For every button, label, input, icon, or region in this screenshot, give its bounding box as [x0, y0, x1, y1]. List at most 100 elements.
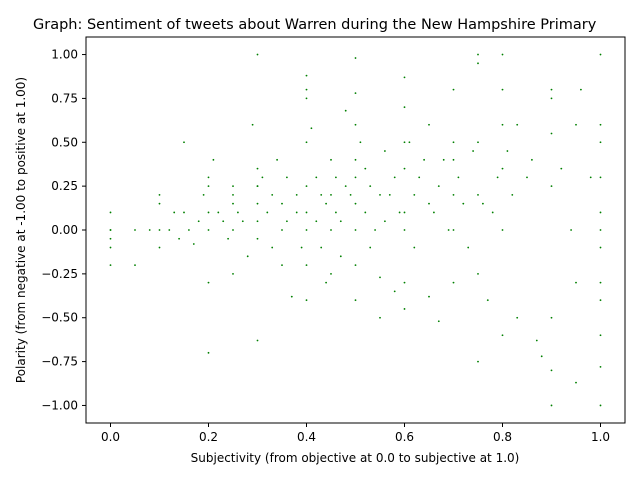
x-tick-label: 0.2: [199, 430, 218, 444]
scatter-point: [384, 150, 386, 152]
scatter-point: [256, 220, 259, 223]
scatter-point: [232, 194, 234, 196]
scatter-point: [403, 106, 406, 109]
scatter-point: [158, 246, 161, 249]
y-axis-label: Polarity (from negative at -1.00 to posi…: [14, 77, 28, 383]
scatter-point: [286, 176, 288, 179]
scatter-point: [599, 365, 602, 368]
scatter-point: [599, 281, 602, 284]
scatter-point: [423, 158, 425, 161]
scatter-point: [403, 308, 406, 310]
scatter-point: [330, 194, 332, 196]
scatter-point: [305, 299, 308, 302]
scatter-point: [599, 246, 602, 249]
scatter-point: [281, 202, 283, 205]
scatter-point: [599, 404, 602, 407]
scatter-point: [364, 167, 367, 170]
scatter-point: [599, 334, 602, 337]
scatter-point: [472, 150, 474, 152]
scatter-point: [560, 167, 563, 170]
scatter-point: [330, 158, 332, 161]
scatter-point: [589, 176, 592, 179]
scatter-point: [109, 264, 112, 266]
scatter-point: [442, 158, 445, 161]
scatter-point: [335, 176, 337, 179]
scatter-point: [482, 202, 484, 205]
scatter-point: [305, 141, 308, 144]
scatter-point: [207, 211, 210, 214]
scatter-point: [158, 229, 161, 231]
scatter-point: [550, 88, 553, 91]
scatter-point: [305, 229, 308, 231]
x-axis-ticks: 0.0 0.2 0.4 0.6 0.8 1.0: [101, 423, 610, 444]
y-tick-label: −0.75: [41, 355, 78, 369]
scatter-point: [477, 53, 479, 56]
y-axis-ticks: −1.00 −0.75 −0.50 −0.25 0.00 0.25 0.50 0.75 1.00: [41, 48, 86, 412]
scatter-point: [212, 158, 215, 161]
scatter-point: [158, 194, 161, 196]
y-tick-label: 0.50: [51, 135, 78, 149]
scatter-point: [320, 246, 323, 249]
scatter-point: [511, 194, 514, 196]
scatter-point: [109, 237, 112, 240]
scatter-point: [354, 176, 357, 179]
scatter-point: [202, 194, 205, 196]
scatter-point: [183, 141, 185, 144]
scatter-point: [428, 123, 430, 126]
scatter-point: [339, 255, 342, 258]
scatter-point: [550, 316, 553, 319]
scatter-point: [246, 255, 249, 258]
scatter-point: [354, 229, 357, 231]
scatter-point: [290, 295, 293, 298]
scatter-point: [599, 123, 602, 126]
scatter-point: [599, 229, 602, 231]
scatter-point: [281, 264, 283, 266]
scatter-point: [197, 220, 200, 223]
scatter-point: [330, 272, 332, 275]
scatter-point: [183, 211, 185, 214]
chart-title: Graph: Sentiment of tweets about Warren …: [33, 17, 597, 33]
x-tick-label: 1.0: [591, 430, 610, 444]
scatter-point: [271, 246, 274, 249]
scatter-point: [477, 272, 479, 275]
scatter-point: [305, 74, 308, 77]
scatter-point: [599, 141, 602, 144]
scatter-point: [354, 158, 357, 161]
scatter-point: [550, 132, 553, 135]
scatter-point: [467, 246, 470, 249]
scatter-point: [295, 211, 298, 214]
scatter-point: [452, 194, 455, 196]
scatter-point: [354, 299, 357, 302]
scatter-point: [276, 158, 278, 161]
scatter-point: [300, 246, 303, 249]
scatter-point: [403, 167, 406, 170]
x-tick-label: 0.8: [493, 430, 512, 444]
scatter-point: [501, 229, 504, 231]
scatter-point: [408, 141, 411, 144]
scatter-point: [232, 185, 234, 188]
scatter-point: [305, 185, 308, 188]
scatter-point: [158, 202, 161, 205]
scatter-point: [501, 53, 504, 56]
scatter-point: [531, 158, 533, 161]
scatter-point: [374, 229, 376, 231]
scatter-point: [580, 88, 582, 91]
scatter-point: [535, 339, 538, 342]
scatter-point: [237, 211, 239, 214]
scatter-point: [344, 185, 347, 188]
x-axis-label: Subjectivity (from objective at 0.0 to s…: [191, 451, 520, 465]
scatter-point: [232, 272, 234, 275]
scatter-point: [501, 167, 504, 170]
scatter-point: [109, 211, 112, 214]
y-tick-label: −0.50: [41, 311, 78, 325]
scatter-point: [516, 316, 519, 319]
y-tick-label: 1.00: [51, 48, 78, 62]
scatter-point: [526, 176, 528, 179]
scatter-point: [207, 185, 210, 188]
scatter-point: [516, 123, 519, 126]
scatter-point: [550, 185, 553, 188]
scatter-point: [570, 229, 572, 231]
scatter-point: [477, 194, 479, 196]
scatter-point: [320, 194, 323, 196]
